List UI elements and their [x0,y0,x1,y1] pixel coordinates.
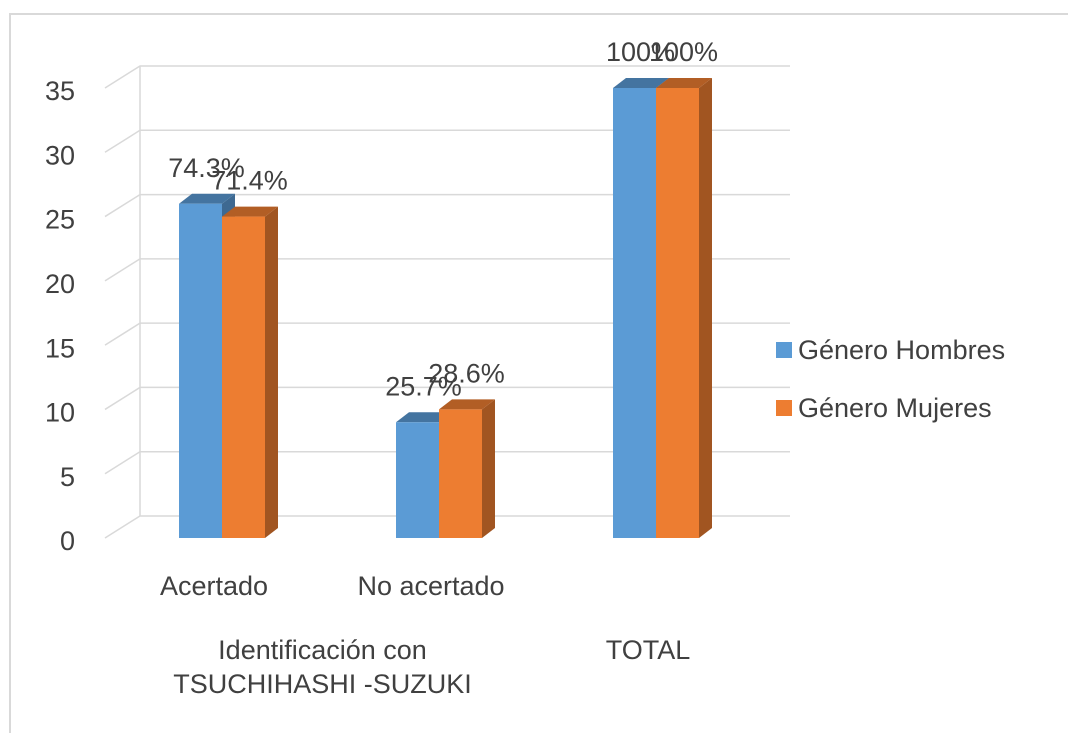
bar [396,422,439,538]
y-tick-label: 30 [45,140,75,170]
bar-top [439,399,495,410]
legend-swatch [776,342,792,358]
bar-top [613,78,669,88]
legend-label: Género Hombres [798,335,1005,365]
bar-top [396,412,452,423]
frame [9,13,1068,733]
bar-side [482,399,495,538]
y-tick-label: 10 [45,398,75,428]
x-tick-label: Acertado [160,571,268,601]
bar [656,88,699,538]
bar-side [699,78,712,538]
bar [179,203,222,538]
category-group-label: TOTAL [605,635,691,665]
y-tick-label: 35 [45,76,75,106]
bar [613,88,656,538]
bar-side [265,206,278,539]
data-label: 100% [649,37,718,67]
data-label: 71.4% [211,166,288,196]
y-tick-label: 25 [45,205,75,235]
bar [222,216,265,539]
bar-top [179,193,235,204]
y-tick-label: 15 [45,333,75,363]
data-label: 25.7% [385,371,462,401]
legend-label: Género Mujeres [798,393,992,423]
legend-swatch [776,400,792,416]
x-tick-label: No acertado [357,571,504,601]
bar [439,409,482,538]
data-label: 28.6% [428,359,505,389]
data-label: 100% [606,37,675,67]
y-tick-label: 20 [45,269,75,299]
bar-top [656,78,712,88]
y-tick-label: 5 [60,462,75,492]
data-label: 74.3% [168,153,245,183]
y-tick-label: 0 [60,526,75,556]
bar-top [222,206,278,217]
category-group-label: Identificación con TSUCHIHASHI -SUZUKI [173,635,472,699]
